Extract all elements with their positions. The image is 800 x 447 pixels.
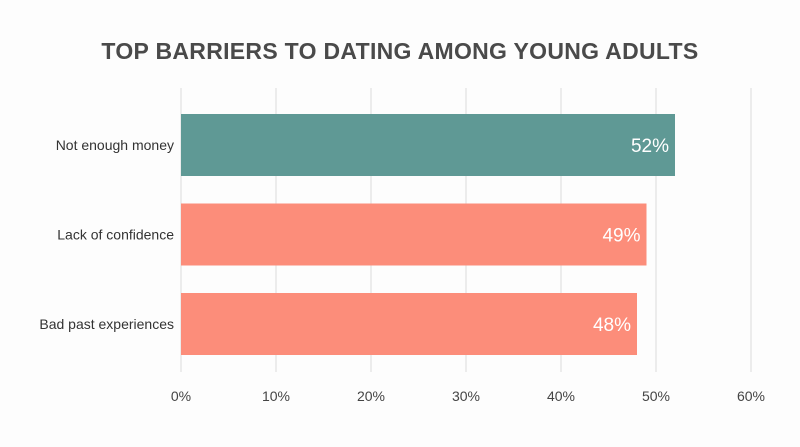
bar (181, 114, 675, 176)
x-tick-label: 40% (547, 388, 575, 404)
chart-title: TOP BARRIERS TO DATING AMONG YOUNG ADULT… (101, 38, 699, 64)
category-label: Bad past experiences (39, 316, 174, 332)
x-tick-label: 10% (262, 388, 290, 404)
bar-value-label: 48% (593, 315, 631, 336)
x-tick-label: 30% (452, 388, 480, 404)
bar (181, 203, 647, 266)
category-label: Not enough money (56, 137, 174, 153)
bar (181, 293, 637, 355)
x-tick-label: 20% (357, 388, 385, 404)
x-tick-label: 0% (171, 388, 191, 404)
x-tick-label: 60% (737, 388, 765, 404)
x-tick-label: 50% (642, 388, 670, 404)
x-axis-ticks: 0% 10% 20% 30% 40% 50% 60% (171, 388, 765, 404)
category-labels: Not enough money Lack of confidence Bad pa… (39, 137, 174, 332)
bars: 52% 49% 48% (181, 114, 675, 355)
bar-value-label: 49% (602, 226, 640, 247)
category-label: Lack of confidence (57, 227, 174, 243)
bar-value-label: 52% (631, 136, 669, 157)
